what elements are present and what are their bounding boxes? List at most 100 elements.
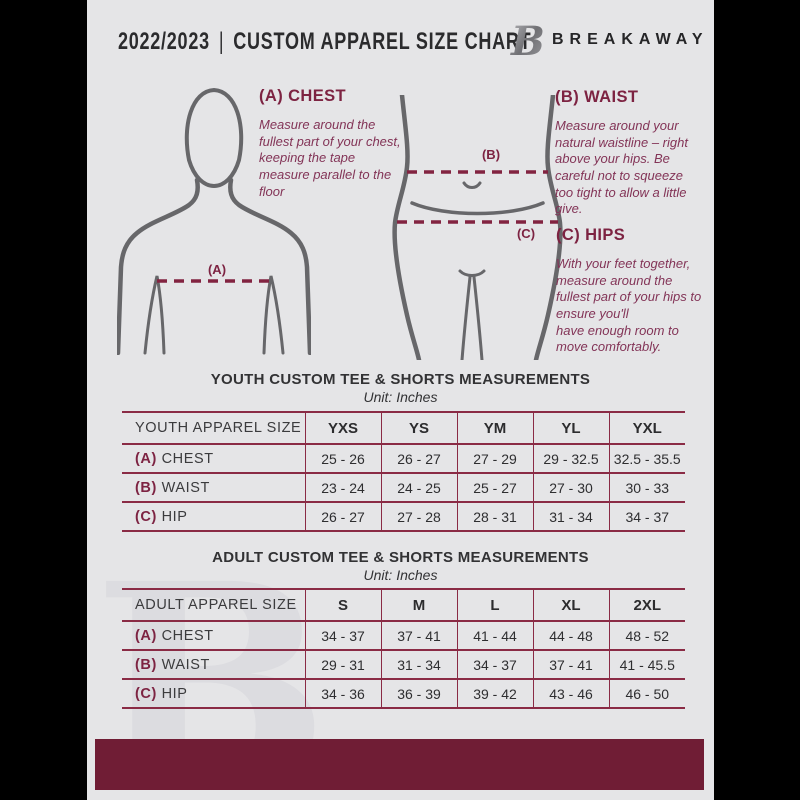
youth-waist-label: (B) WAIST [122, 473, 305, 502]
youth-size-table: YOUTH APPAREL SIZE YXS YS YM YL YXL (A) … [122, 411, 685, 532]
waist-heading: (B) WAIST [555, 88, 639, 106]
youth-waist-row: (B) WAIST 23 - 24 24 - 25 25 - 27 27 - 3… [122, 473, 685, 502]
youth-size-yl: YL [532, 412, 609, 444]
hips-heading: (C) HIPS [556, 226, 626, 244]
cell-value: 46 - 50 [608, 679, 685, 708]
cell-value: 32.5 - 35.5 [608, 444, 685, 473]
youth-hip-label: (C) HIP [122, 502, 305, 531]
marker-a-label: (A) [207, 262, 227, 277]
left-shoulder-arm [117, 177, 200, 355]
adult-size-s: S [304, 589, 381, 621]
cell-value: 27 - 29 [456, 444, 533, 473]
right-hip-contour [533, 95, 563, 360]
cell-value: 25 - 27 [456, 473, 533, 502]
youth-size-yxl: YXL [608, 412, 685, 444]
navel-curve [462, 181, 482, 189]
row-prefix: (A) [135, 627, 157, 644]
left-armpit [143, 275, 166, 355]
cell-value: 31 - 34 [380, 650, 457, 679]
head-outline [184, 87, 244, 189]
chest-heading: (A) CHEST [259, 87, 347, 105]
cell-value: 24 - 25 [380, 473, 457, 502]
youth-size-ys: YS [380, 412, 457, 444]
adult-size-2xl: 2XL [608, 589, 685, 621]
adult-hip-row: (C) HIP 34 - 36 36 - 39 39 - 42 43 - 46 … [122, 679, 685, 708]
right-shoulder-arm [228, 177, 311, 355]
hips-instructions: With your feet together, measure around … [556, 256, 702, 355]
adult-waist-row: (B) WAIST 29 - 31 31 - 34 34 - 37 37 - 4… [122, 650, 685, 679]
cell-value: 34 - 36 [304, 679, 381, 708]
youth-table-title: YOUTH CUSTOM TEE & SHORTS MEASUREMENTS [210, 371, 591, 388]
hips-guide: (C) HIPS With your feet together, measur… [556, 226, 706, 356]
cell-value: 34 - 37 [608, 502, 685, 531]
waist-guide: (B) WAIST Measure around your natural wa… [555, 88, 697, 218]
adult-size-xl: XL [532, 589, 609, 621]
cell-value: 28 - 31 [456, 502, 533, 531]
season-text: 2022/2023 [118, 28, 210, 55]
cell-value: 30 - 33 [608, 473, 685, 502]
right-inner-leg [472, 275, 484, 360]
footer-bar [95, 739, 704, 790]
cell-value: 23 - 24 [304, 473, 381, 502]
youth-size-ym: YM [456, 412, 533, 444]
row-prefix: (C) [135, 508, 157, 525]
row-name: WAIST [161, 479, 210, 496]
marker-b-label: (B) [481, 147, 501, 162]
row-prefix: (A) [135, 450, 157, 467]
cell-value: 26 - 27 [304, 502, 381, 531]
cell-value: 34 - 37 [456, 650, 533, 679]
row-prefix: (B) [135, 656, 157, 673]
brand-name: BREAKAWAY [552, 31, 709, 48]
adult-chest-label: (A) CHEST [122, 621, 305, 650]
row-prefix: (C) [135, 685, 157, 702]
cell-value: 25 - 26 [304, 444, 381, 473]
row-name: CHEST [161, 627, 214, 644]
youth-hip-row: (C) HIP 26 - 27 27 - 28 28 - 31 31 - 34 … [122, 502, 685, 531]
crotch-curve [458, 269, 486, 277]
adult-table-unit: Unit: Inches [363, 567, 438, 583]
cell-value: 43 - 46 [532, 679, 609, 708]
title-text: CUSTOM APPAREL SIZE CHART [233, 28, 532, 55]
marker-c-label: (C) [516, 226, 536, 241]
adult-hip-label: (C) HIP [122, 679, 305, 708]
youth-table-unit: Unit: Inches [363, 389, 438, 405]
waist-instructions: Measure around your natural waistline – … [555, 118, 688, 217]
cell-value: 36 - 39 [380, 679, 457, 708]
adult-chest-row: (A) CHEST 34 - 37 37 - 41 41 - 44 44 - 4… [122, 621, 685, 650]
page-title: 2022/2023 | CUSTOM APPAREL SIZE CHART [118, 28, 531, 56]
youth-chest-label: (A) CHEST [122, 444, 305, 473]
cell-value: 37 - 41 [532, 650, 609, 679]
torso-figure [117, 87, 311, 355]
row-prefix: (B) [135, 479, 157, 496]
size-chart-document: B 2022/2023 | CUSTOM APPAREL SIZE CHART B … [87, 0, 714, 800]
youth-header-row: YOUTH APPAREL SIZE YXS YS YM YL YXL [122, 412, 685, 444]
chest-instructions: Measure around the fullest part of your … [259, 117, 401, 199]
cell-value: 48 - 52 [608, 621, 685, 650]
cell-value: 39 - 42 [456, 679, 533, 708]
left-inner-leg [460, 275, 472, 360]
cell-value: 29 - 32.5 [532, 444, 609, 473]
adult-table-title: ADULT CUSTOM TEE & SHORTS MEASUREMENTS [212, 549, 589, 566]
row-name: WAIST [161, 656, 210, 673]
title-separator: | [218, 28, 225, 55]
row-name: CHEST [161, 450, 214, 467]
left-hip-contour [392, 95, 422, 360]
adult-waist-label: (B) WAIST [122, 650, 305, 679]
adult-header-label: ADULT APPAREL SIZE [135, 597, 297, 613]
cell-value: 34 - 37 [304, 621, 381, 650]
youth-size-yxs: YXS [304, 412, 381, 444]
hip-crease-curve [410, 201, 545, 216]
cell-value: 41 - 45.5 [608, 650, 685, 679]
adult-size-m: M [380, 589, 457, 621]
youth-chest-row: (A) CHEST 25 - 26 26 - 27 27 - 29 29 - 3… [122, 444, 685, 473]
chest-guide: (A) CHEST Measure around the fullest par… [259, 87, 405, 200]
adult-size-l: L [456, 589, 533, 621]
cell-value: 26 - 27 [380, 444, 457, 473]
row-name: HIP [161, 685, 188, 702]
lower-body-figure [392, 95, 563, 360]
cell-value: 44 - 48 [532, 621, 609, 650]
brand-lockup: B BREAKAWAY [501, 18, 709, 62]
cell-value: 29 - 31 [304, 650, 381, 679]
youth-header-label: YOUTH APPAREL SIZE [135, 420, 302, 436]
